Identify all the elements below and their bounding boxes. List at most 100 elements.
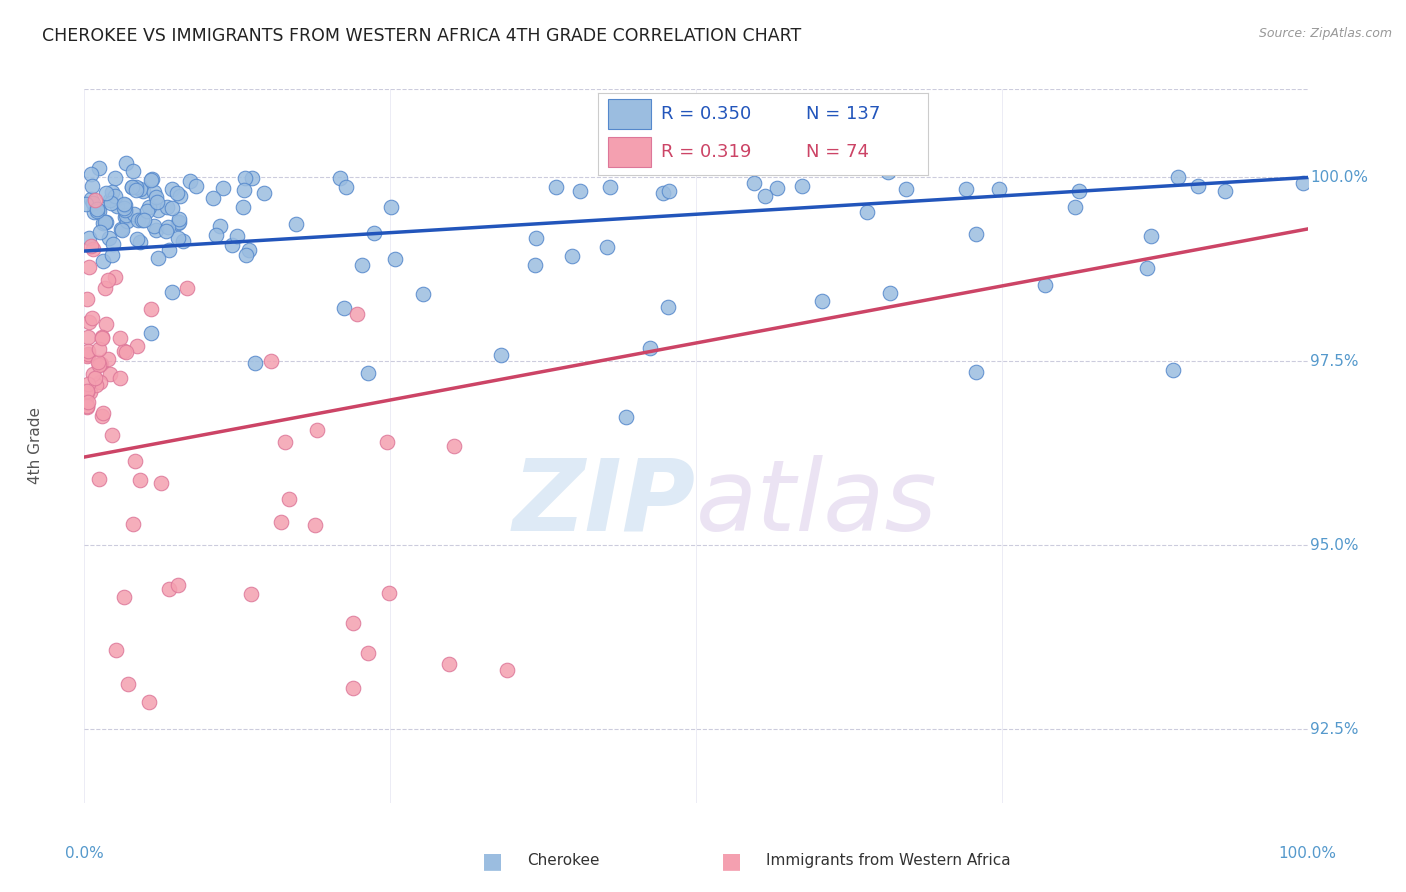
Point	[77, 343, 100, 358]
Point	[110, 223, 132, 237]
Point	[1140, 228, 1163, 243]
Point	[93, 216, 115, 230]
Point	[378, 586, 401, 600]
Point	[75, 197, 97, 211]
Point	[124, 184, 146, 198]
Point	[84, 377, 107, 392]
Point	[80, 192, 103, 206]
Point	[76, 348, 98, 362]
Point	[138, 695, 160, 709]
Point	[149, 476, 172, 491]
Text: atlas: atlas	[696, 455, 938, 551]
Point	[167, 231, 190, 245]
Point	[184, 179, 207, 194]
Point	[121, 180, 143, 194]
Point	[523, 258, 546, 272]
Point	[101, 237, 124, 252]
Point	[77, 394, 100, 409]
Point	[357, 367, 380, 381]
Point	[595, 240, 617, 254]
Text: 92.5%: 92.5%	[1310, 722, 1358, 737]
Point	[86, 204, 108, 219]
Point	[285, 217, 308, 231]
Point	[277, 491, 299, 506]
Point	[114, 198, 136, 212]
Point	[77, 347, 100, 361]
Point	[93, 406, 115, 420]
Text: 100.0%: 100.0%	[1310, 170, 1368, 185]
Point	[141, 171, 163, 186]
Point	[104, 170, 127, 185]
Text: 4th Grade: 4th Grade	[28, 408, 44, 484]
Point	[91, 330, 114, 344]
Point	[94, 214, 117, 228]
Point	[105, 199, 128, 213]
Point	[121, 179, 143, 194]
Point	[544, 180, 567, 194]
Point	[652, 186, 675, 200]
Point	[114, 210, 136, 224]
Point	[160, 201, 183, 215]
Point	[87, 203, 110, 218]
Point	[138, 200, 160, 214]
Point	[91, 409, 114, 423]
Point	[221, 237, 243, 252]
Point	[412, 287, 434, 301]
Point	[363, 226, 385, 240]
Point	[243, 356, 266, 370]
Point	[443, 439, 465, 453]
Point	[1167, 170, 1189, 185]
Point	[76, 349, 98, 363]
Point	[955, 182, 977, 196]
Point	[1069, 184, 1091, 198]
Point	[112, 201, 135, 215]
Point	[139, 301, 162, 316]
Point	[110, 331, 132, 345]
Text: Cherokee: Cherokee	[527, 854, 600, 868]
Point	[97, 352, 120, 367]
Point	[380, 200, 402, 214]
Point	[132, 212, 155, 227]
Point	[145, 223, 167, 237]
Point	[89, 343, 111, 357]
Point	[142, 185, 165, 199]
Point	[121, 164, 143, 178]
Point	[124, 179, 146, 194]
Point	[83, 193, 105, 207]
Point	[89, 357, 111, 371]
Point	[82, 311, 104, 326]
Text: CHEROKEE VS IMMIGRANTS FROM WESTERN AFRICA 4TH GRADE CORRELATION CHART: CHEROKEE VS IMMIGRANTS FROM WESTERN AFRI…	[42, 27, 801, 45]
Point	[89, 161, 111, 176]
Point	[89, 375, 111, 389]
Point	[201, 191, 224, 205]
Point	[139, 173, 162, 187]
Point	[90, 357, 112, 371]
Point	[524, 230, 547, 244]
Point	[176, 281, 198, 295]
Point	[76, 292, 98, 306]
Point	[811, 294, 834, 309]
Point	[141, 326, 163, 340]
Point	[143, 219, 166, 234]
Point	[89, 226, 111, 240]
Point	[124, 454, 146, 468]
Point	[160, 181, 183, 195]
Point	[166, 216, 188, 230]
Point	[208, 219, 231, 234]
Point	[599, 180, 621, 194]
Text: 95.0%: 95.0%	[1310, 538, 1358, 553]
Point	[79, 238, 101, 252]
Point	[114, 208, 136, 222]
Point	[1035, 278, 1057, 293]
Point	[766, 181, 789, 195]
Point	[157, 219, 180, 234]
Point	[614, 410, 637, 425]
Point	[127, 213, 149, 227]
Point	[270, 516, 292, 530]
Point	[125, 231, 148, 245]
Text: 97.5%: 97.5%	[1310, 354, 1358, 369]
Point	[77, 231, 100, 245]
Point	[437, 657, 460, 671]
Point	[83, 204, 105, 219]
Point	[160, 285, 183, 300]
